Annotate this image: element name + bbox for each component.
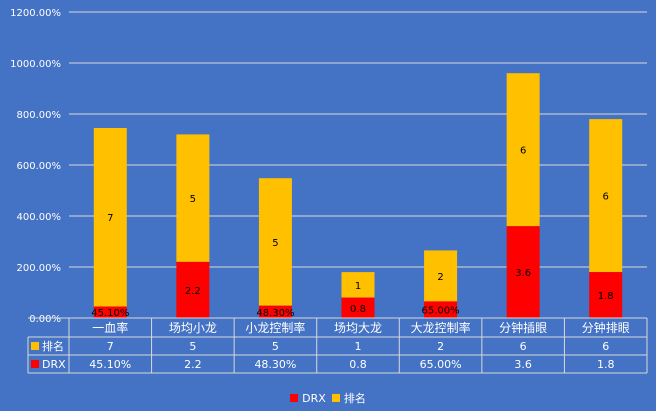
bar-drx xyxy=(506,226,540,318)
data-label-rank: 6 xyxy=(603,192,609,203)
data-label-drx: 48.30% xyxy=(256,308,294,319)
x-category-label: 小龙控制率 xyxy=(245,320,305,335)
table-row-header-drx: DRX xyxy=(42,358,66,371)
y-tick-label: 0.00% xyxy=(29,314,61,325)
bar-rank xyxy=(258,178,292,306)
table-cell-rank: 2 xyxy=(437,340,444,353)
bar-drx xyxy=(176,261,210,318)
x-category-label: 场均大龙 xyxy=(334,321,382,335)
legend-item-rank: 排名 xyxy=(331,390,366,406)
data-label-rank: 1 xyxy=(355,281,361,292)
bar-drx xyxy=(258,305,292,318)
data-label-rank: 6 xyxy=(520,146,526,157)
table-cell-drx: 65.00% xyxy=(420,358,462,371)
table-cell-drx: 0.8 xyxy=(349,358,367,371)
table-cell-rank: 7 xyxy=(107,340,114,353)
data-label-rank: 5 xyxy=(190,194,196,205)
bar-drx xyxy=(589,272,623,318)
data-label-drx: 65.00% xyxy=(422,306,460,317)
table-cell-drx: 2.2 xyxy=(184,358,202,371)
x-category-label: 分钟排眼 xyxy=(582,320,630,335)
table-cell-rank: 5 xyxy=(272,340,279,353)
table-cell-rank: 6 xyxy=(520,340,527,353)
bar-rank xyxy=(93,127,127,307)
data-label-rank: 2 xyxy=(437,272,443,283)
y-tick-label: 1000.00% xyxy=(10,59,61,70)
bar-drx xyxy=(93,306,127,318)
bar-rank xyxy=(341,272,375,298)
bar-rank xyxy=(424,250,458,302)
bar-rank xyxy=(589,119,623,273)
table-cell-drx: 48.30% xyxy=(254,358,296,371)
bar-rank xyxy=(506,73,540,227)
legend-label-rank: 排名 xyxy=(343,392,366,405)
table-row-header-rank: 排名 xyxy=(42,339,64,353)
table-cell-drx: 1.8 xyxy=(597,358,615,371)
data-label-drx: 0.8 xyxy=(350,304,366,315)
table-cell-rank: 5 xyxy=(189,340,196,353)
legend-item-drx: DRX xyxy=(290,392,326,405)
table-cell-rank: 1 xyxy=(355,340,362,353)
x-category-label: 大龙控制率 xyxy=(411,320,471,335)
x-category-label: 一血率 xyxy=(92,320,128,335)
data-label-drx: 3.6 xyxy=(515,268,531,279)
chart-legend: DRX 排名 xyxy=(0,390,656,406)
data-label-rank: 5 xyxy=(272,238,278,249)
data-label-drx: 2.2 xyxy=(185,286,201,297)
bar-drx xyxy=(341,297,375,318)
data-label-drx: 45.10% xyxy=(91,308,129,319)
y-tick-label: 600.00% xyxy=(17,161,62,172)
legend-label-drx: DRX xyxy=(302,391,326,405)
bar-drx xyxy=(424,301,458,318)
y-tick-label: 400.00% xyxy=(17,212,62,223)
table-cell-drx: 3.6 xyxy=(514,358,532,371)
table-legend-key-rank xyxy=(31,342,39,350)
y-tick-label: 1200.00% xyxy=(10,8,61,19)
table-legend-key-drx xyxy=(31,360,39,368)
legend-swatch-drx xyxy=(290,394,299,402)
bar-rank xyxy=(176,134,210,262)
x-category-label: 场均小龙 xyxy=(169,321,217,335)
legend-swatch-rank xyxy=(331,394,340,402)
table-cell-drx: 45.10% xyxy=(89,358,131,371)
data-label-rank: 7 xyxy=(107,213,113,224)
x-category-label: 分钟插眼 xyxy=(499,320,547,335)
data-label-drx: 1.8 xyxy=(598,291,614,302)
y-tick-label: 200.00% xyxy=(17,263,62,274)
y-tick-label: 800.00% xyxy=(17,110,62,121)
table-cell-rank: 6 xyxy=(602,340,609,353)
